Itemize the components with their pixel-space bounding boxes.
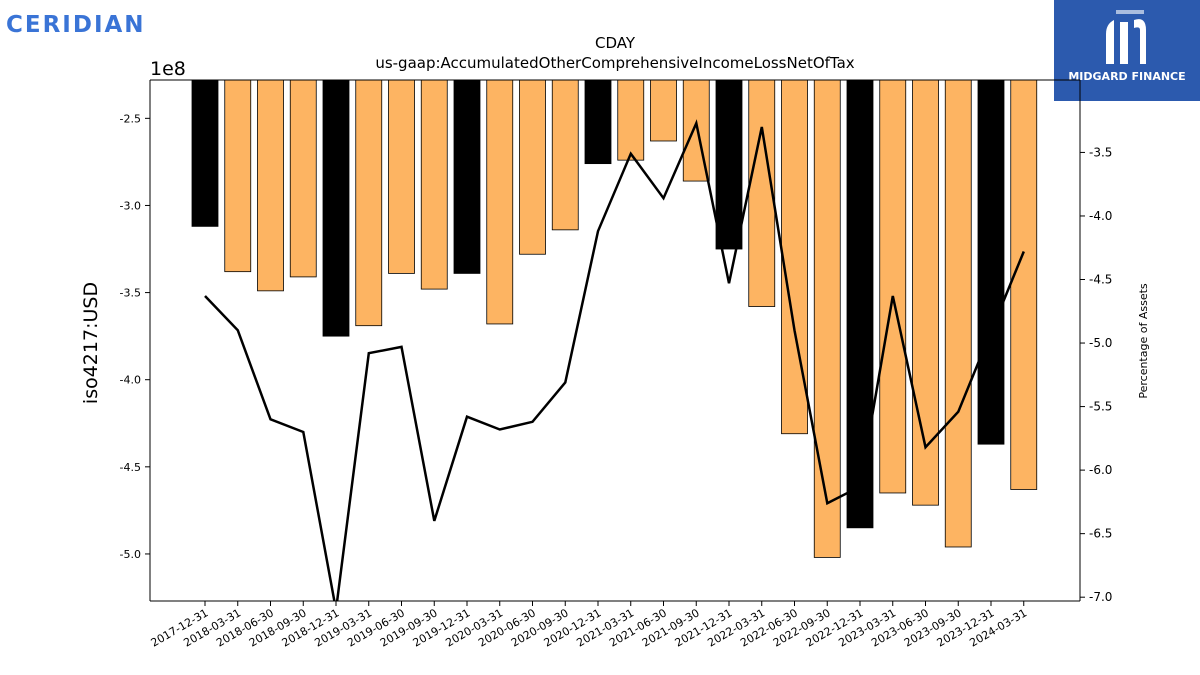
bar — [977, 79, 1005, 445]
bar — [584, 79, 612, 165]
midgard-finance-text: MIDGARD FINANCE — [1068, 70, 1186, 83]
bar — [453, 79, 481, 274]
bar — [813, 79, 841, 558]
series-line — [204, 119, 1025, 601]
y2-tick-label: -4.5 — [1089, 273, 1112, 287]
bar — [257, 79, 284, 292]
bar — [1010, 79, 1038, 490]
y2-tick-label: -7.0 — [1089, 590, 1112, 604]
y2-tick-label: -6.0 — [1089, 463, 1112, 477]
bar — [944, 79, 972, 548]
y-tick-label: -4.0 — [120, 374, 141, 387]
line-layer — [204, 119, 1025, 601]
bar — [519, 79, 546, 255]
bar — [224, 79, 252, 273]
bar — [420, 79, 448, 290]
bar — [486, 79, 514, 325]
y-tick-label: -4.5 — [120, 461, 141, 474]
bar — [551, 79, 579, 231]
axes-layer — [149, 79, 1081, 602]
bar — [650, 79, 677, 142]
y2-tick-label: -5.0 — [1089, 336, 1112, 350]
chart-title: CDAY — [595, 34, 636, 52]
y-tick-label: -2.5 — [120, 112, 141, 125]
chart-subtitle: us-gaap:AccumulatedOtherComprehensiveInc… — [375, 54, 854, 72]
midgard-emblem-icon — [1106, 10, 1146, 64]
y-tick-label: -3.5 — [120, 287, 141, 300]
bar — [846, 79, 874, 529]
bar — [289, 79, 317, 278]
y-axis-label: iso4217:USD — [80, 282, 102, 404]
y2-tick-label: -3.5 — [1089, 145, 1112, 159]
y2-tick-label: -5.5 — [1089, 400, 1112, 414]
y-offset-label: 1e8 — [150, 58, 186, 80]
bar — [388, 79, 415, 274]
ceridian-logo: CERIDIAN — [6, 12, 146, 38]
y2-tick-label: -6.5 — [1089, 527, 1112, 541]
bars-layer — [191, 79, 1038, 558]
bar — [191, 79, 219, 227]
y-tick-label: -5.0 — [120, 548, 141, 561]
y2-tick-label: -4.0 — [1089, 209, 1112, 223]
bar — [617, 79, 645, 161]
bar — [322, 79, 350, 337]
y-tick-label: -3.0 — [120, 199, 141, 212]
y2-axis-label: Percentage of Assets — [1137, 283, 1150, 399]
bar — [355, 79, 383, 327]
bar — [748, 79, 776, 307]
midgard-finance-logo: MIDGARD FINANCE — [1054, 0, 1200, 101]
bar — [715, 79, 743, 250]
bar — [879, 79, 907, 494]
